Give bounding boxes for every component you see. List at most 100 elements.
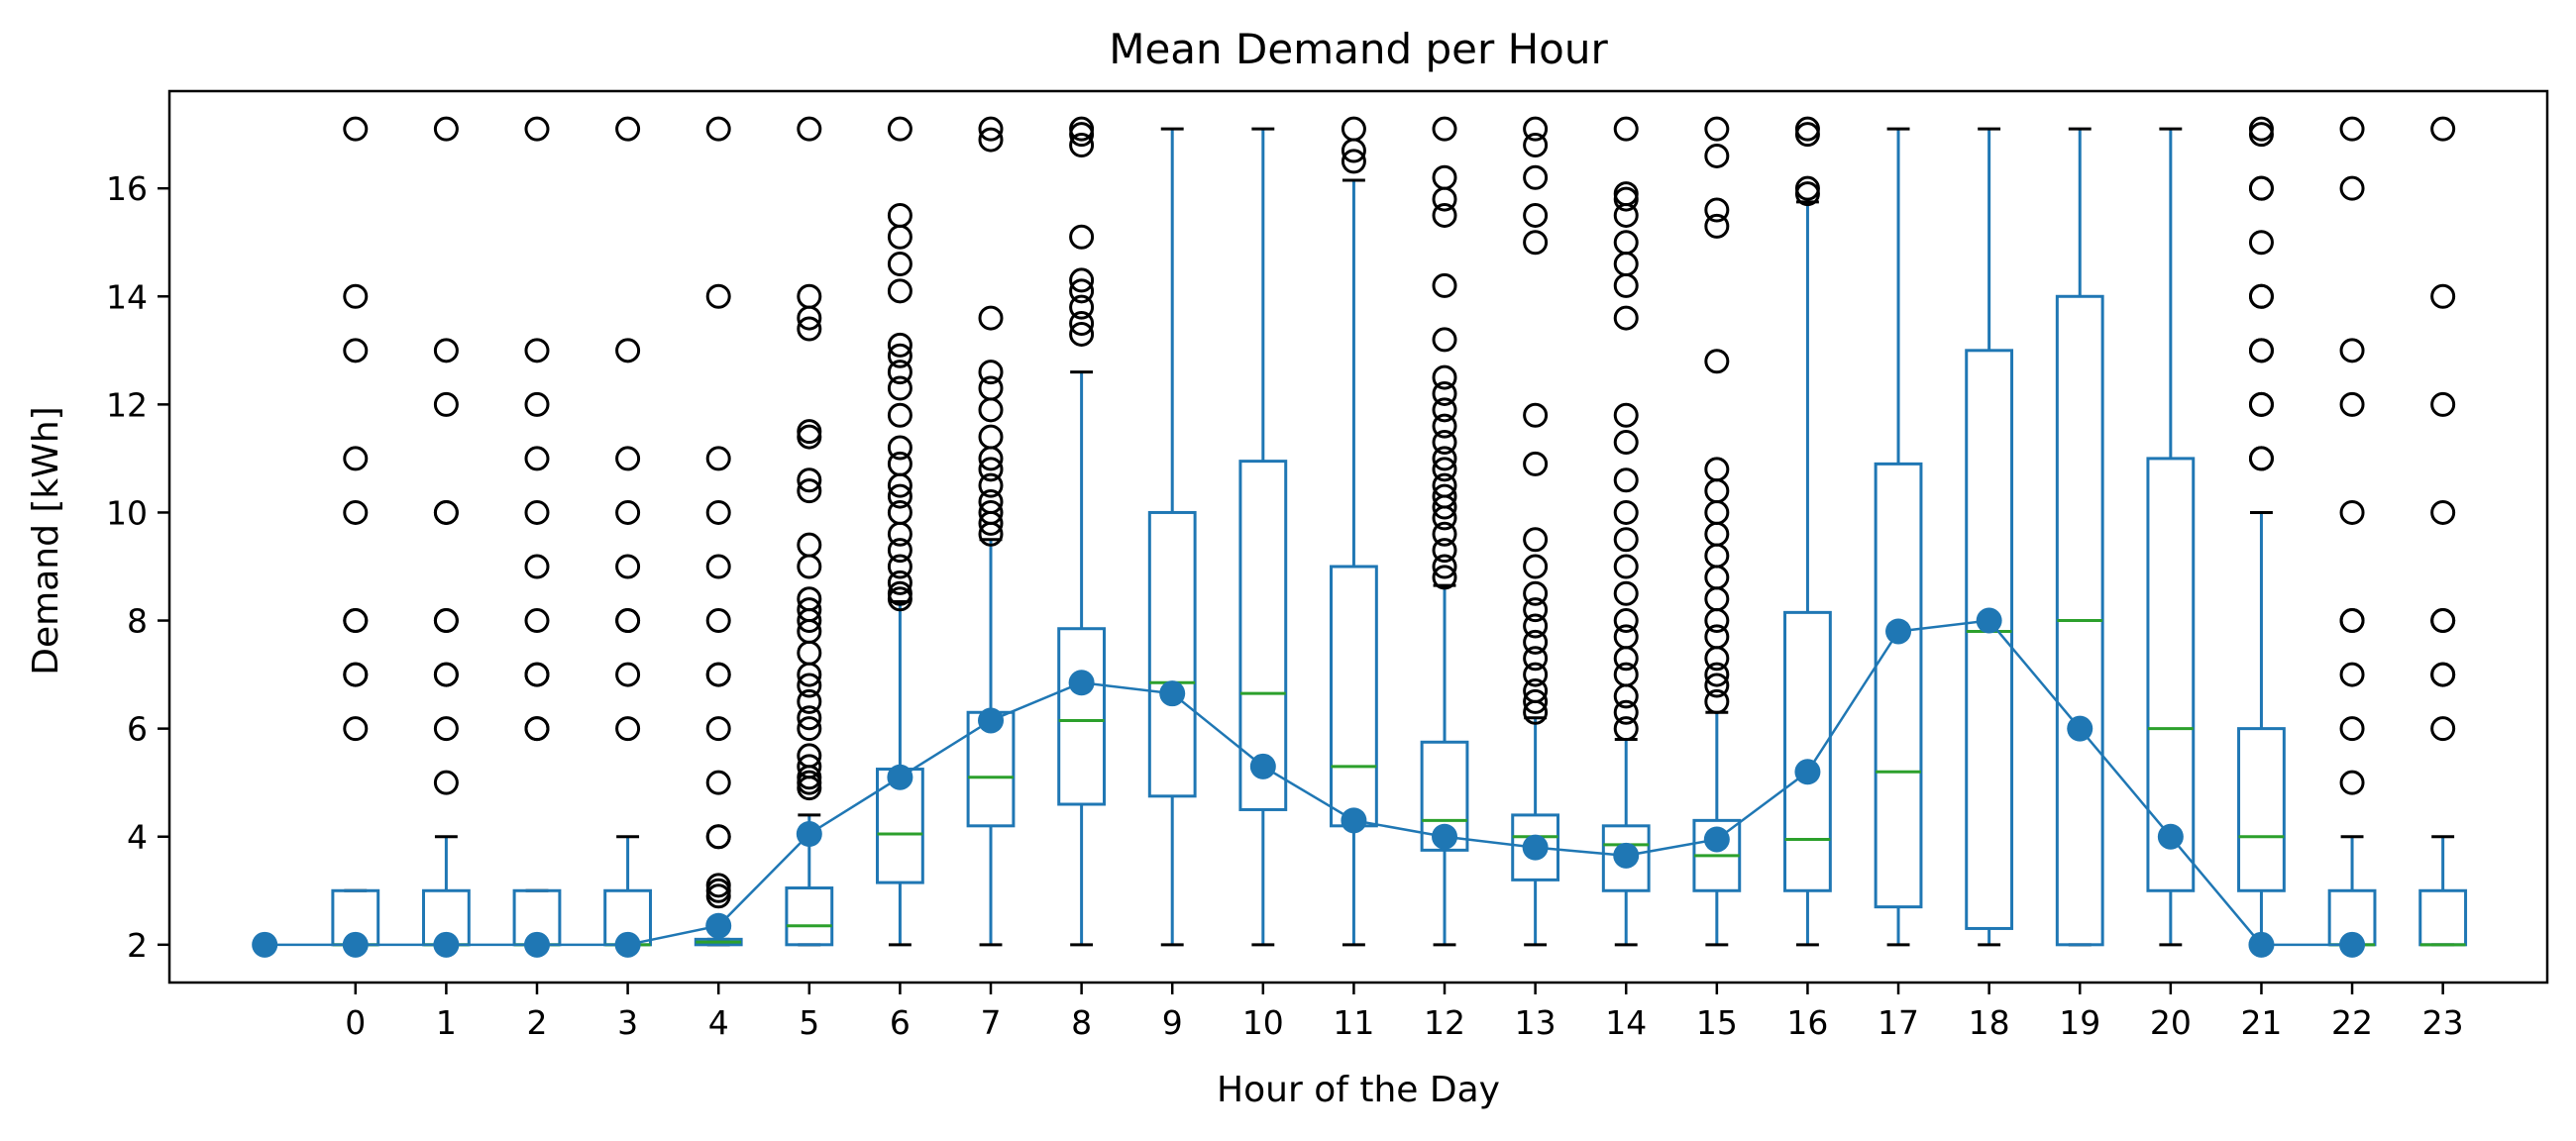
outlier-point xyxy=(1613,554,1639,579)
outlier-point xyxy=(2339,338,2365,363)
outlier-point xyxy=(887,483,912,509)
outlier-point xyxy=(1069,224,1095,250)
outlier-point xyxy=(797,716,822,742)
mean-point xyxy=(1703,826,1730,853)
outlier-point xyxy=(1432,327,1457,353)
outlier-point xyxy=(615,554,641,579)
outlier-point xyxy=(1613,230,1639,256)
outlier-point xyxy=(1613,683,1639,709)
outlier-point xyxy=(2430,499,2456,525)
outlier-point xyxy=(1523,677,1549,703)
y-tick-label: 6 xyxy=(127,710,148,749)
outlier-point xyxy=(1704,457,1730,482)
outlier-point xyxy=(1613,402,1639,428)
mean-point xyxy=(887,764,913,790)
outlier-point xyxy=(433,716,459,742)
x-axis-label: Hour of the Day xyxy=(1217,1070,1500,1110)
outlier-point xyxy=(887,580,912,606)
outlier-point xyxy=(1432,364,1457,390)
x-tick-label: 5 xyxy=(799,1003,819,1042)
outlier-point xyxy=(797,419,822,445)
box-group-hour-7 xyxy=(966,116,1016,947)
outlier-point xyxy=(2339,770,2365,795)
mean-point xyxy=(2067,715,2093,742)
box-iqr xyxy=(1511,813,1560,882)
outlier-point xyxy=(797,597,822,623)
outlier-point xyxy=(1432,380,1457,406)
outlier-point xyxy=(343,338,369,363)
outlier-point xyxy=(2248,122,2274,148)
outlier-point xyxy=(797,705,822,731)
outlier-point xyxy=(433,608,459,634)
outlier-point xyxy=(1523,629,1549,655)
outlier-point xyxy=(1613,716,1639,742)
outlier-point xyxy=(1523,202,1549,228)
y-tick-label: 14 xyxy=(106,277,148,316)
outlier-point xyxy=(1069,294,1095,320)
outlier-point xyxy=(705,608,731,634)
box-group-hour-23 xyxy=(2418,116,2468,947)
outlier-point xyxy=(343,283,369,309)
x-tick-label: 20 xyxy=(2150,1003,2192,1042)
outlier-point xyxy=(524,446,550,471)
outlier-point xyxy=(797,283,822,309)
x-tick-label: 11 xyxy=(1333,1003,1374,1042)
outlier-point xyxy=(1613,467,1639,493)
outlier-point xyxy=(705,283,731,309)
outlier-point xyxy=(1704,143,1730,168)
box-group-hour-19 xyxy=(2055,127,2104,947)
outlier-point xyxy=(705,116,731,142)
outlier-point xyxy=(797,424,822,450)
mean-point xyxy=(1432,823,1458,850)
outlier-point xyxy=(978,457,1004,482)
box-group-hour-17 xyxy=(1874,127,1923,947)
box-group-hour-6 xyxy=(876,116,924,947)
outlier-point xyxy=(1341,149,1366,174)
outlier-point xyxy=(2339,116,2365,142)
outlier-point xyxy=(1523,662,1549,687)
outlier-point xyxy=(524,662,550,687)
outlier-point xyxy=(1613,272,1639,298)
box-group-hour-21 xyxy=(2237,116,2286,947)
outlier-point xyxy=(524,116,550,142)
outlier-point xyxy=(887,538,912,564)
outlier-point xyxy=(433,499,459,525)
outlier-point xyxy=(2248,283,2274,309)
mean-point xyxy=(1794,759,1821,785)
outlier-point xyxy=(1523,402,1549,428)
outlier-point xyxy=(887,252,912,277)
outlier-point xyxy=(2248,230,2274,256)
outlier-point xyxy=(1432,202,1457,228)
outlier-point xyxy=(1704,116,1730,142)
chart-title: Mean Demand per Hour xyxy=(1109,25,1608,73)
outlier-point xyxy=(343,608,369,634)
outlier-point xyxy=(887,202,912,228)
outlier-point xyxy=(2430,608,2456,634)
y-tick-label: 8 xyxy=(127,602,148,641)
x-tick-label: 13 xyxy=(1515,1003,1556,1042)
outlier-point xyxy=(615,116,641,142)
outlier-point xyxy=(2248,175,2274,201)
outlier-point xyxy=(705,878,731,903)
outlier-point xyxy=(1613,624,1639,650)
outlier-point xyxy=(1613,186,1639,212)
outlier-point xyxy=(2339,499,2365,525)
box-group-hour-20 xyxy=(2146,127,2196,947)
outlier-point xyxy=(1523,554,1549,579)
outlier-point xyxy=(2248,391,2274,417)
outlier-point xyxy=(524,554,550,579)
mean-point xyxy=(2248,931,2275,958)
outlier-point xyxy=(1704,673,1730,698)
outlier-point xyxy=(615,662,641,687)
outlier-point xyxy=(1794,116,1820,142)
outlier-point xyxy=(887,278,912,304)
outlier-point xyxy=(433,391,459,417)
outlier-point xyxy=(1613,305,1639,331)
box-iqr xyxy=(1874,462,1923,909)
outlier-point xyxy=(705,662,731,687)
outlier-point xyxy=(1432,457,1457,482)
x-tick-label: 21 xyxy=(2240,1003,2282,1042)
outlier-point xyxy=(797,586,822,612)
box-iqr xyxy=(1057,627,1107,806)
